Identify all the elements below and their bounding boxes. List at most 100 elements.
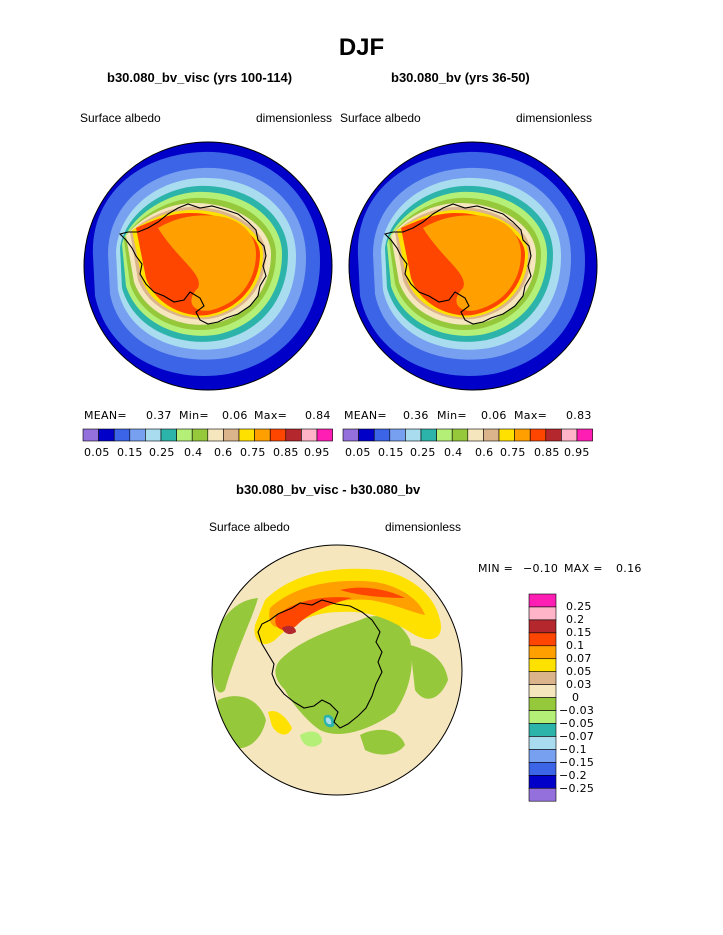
right-colorbar-label: 0.25 bbox=[410, 446, 436, 459]
right-units-label: dimensionless bbox=[516, 111, 593, 125]
difference-variable-label: Surface albedo bbox=[209, 520, 290, 534]
difference-title: b30.080_bv_visc - b30.080_bv bbox=[236, 482, 421, 497]
right-colorbar-label: 0.4 bbox=[444, 446, 463, 459]
colorbar-swatch bbox=[176, 428, 193, 442]
difference-legend-swatch bbox=[528, 710, 557, 724]
right-map-border bbox=[348, 141, 598, 391]
difference-legend-swatch bbox=[528, 787, 557, 802]
right-colorbar bbox=[342, 428, 593, 442]
right-colorbar-label: 0.05 bbox=[345, 446, 371, 459]
colorbar-swatch bbox=[207, 428, 224, 442]
colorbar-swatch bbox=[129, 428, 146, 442]
season-title: DJF bbox=[338, 34, 385, 61]
left-colorbar-label: 0.85 bbox=[273, 446, 299, 459]
colorbar-swatch bbox=[82, 428, 99, 442]
difference-legend-swatch bbox=[528, 684, 557, 698]
colorbar-swatch bbox=[358, 428, 375, 442]
colorbar-swatch bbox=[113, 428, 131, 442]
right-colorbar-label: 0.75 bbox=[500, 446, 526, 459]
colorbar-swatch bbox=[301, 428, 318, 442]
colorbar-swatch bbox=[498, 428, 515, 442]
colorbar-swatch bbox=[342, 428, 359, 442]
difference-legend-swatch bbox=[528, 671, 557, 685]
right-min-label: Min= bbox=[437, 409, 467, 422]
difference-legend-swatch bbox=[528, 749, 557, 763]
difference-min-label: MIN = bbox=[478, 562, 514, 575]
colorbar-swatch bbox=[451, 428, 469, 442]
colorbar-swatch bbox=[269, 428, 287, 442]
left-colorbar-label: 0.15 bbox=[117, 446, 143, 459]
diff-legend-label: 0.25 bbox=[566, 600, 592, 613]
left-colorbar-label: 0.05 bbox=[84, 446, 110, 459]
diff-legend-label: 0.15 bbox=[566, 626, 592, 639]
colorbar-swatch bbox=[145, 428, 162, 442]
difference-legend-swatch bbox=[528, 645, 557, 660]
right-max-value: 0.83 bbox=[566, 409, 592, 422]
difference-map bbox=[212, 545, 462, 795]
right-min-value: 0.06 bbox=[481, 409, 507, 422]
colorbar-swatch bbox=[561, 428, 578, 442]
left-min-label: Min= bbox=[179, 409, 209, 422]
difference-legend-swatch bbox=[528, 774, 557, 789]
difference-legend-swatch bbox=[528, 697, 557, 711]
colorbar-swatch bbox=[316, 428, 333, 442]
right-colorbar-label: 0.6 bbox=[475, 446, 494, 459]
colorbar-swatch bbox=[436, 428, 453, 442]
right-variable-label: Surface albedo bbox=[340, 111, 421, 125]
left-min-value: 0.06 bbox=[222, 409, 248, 422]
colorbar-swatch bbox=[389, 428, 406, 442]
colorbar-swatch bbox=[223, 428, 240, 442]
left-colorbar-label: 0.75 bbox=[240, 446, 266, 459]
difference-legend bbox=[528, 593, 557, 802]
difference-min-value: −0.10 bbox=[523, 562, 559, 575]
right-panel-title: b30.080_bv (yrs 36-50) bbox=[391, 70, 530, 85]
right-colorbar-label: 0.95 bbox=[564, 446, 590, 459]
left-map-border bbox=[83, 141, 333, 391]
difference-max-value: 0.16 bbox=[616, 562, 642, 575]
colorbar-swatch bbox=[254, 428, 271, 442]
diff-legend-label: 0.1 bbox=[566, 639, 585, 652]
colorbar-swatch bbox=[545, 428, 562, 442]
diff-legend-label: −0.15 bbox=[559, 756, 595, 769]
colorbar-swatch bbox=[191, 428, 209, 442]
difference-map-border bbox=[211, 544, 463, 796]
colorbar-swatch bbox=[483, 428, 500, 442]
right-colorbar-label: 0.85 bbox=[534, 446, 560, 459]
diff-legend-label: 0.2 bbox=[566, 613, 585, 626]
difference-legend-swatch bbox=[528, 736, 557, 750]
left-colorbar-label: 0.95 bbox=[304, 446, 330, 459]
colorbar-swatch bbox=[405, 428, 422, 442]
right-colorbar-label: 0.15 bbox=[378, 446, 404, 459]
difference-units-label: dimensionless bbox=[385, 520, 462, 534]
right-mean-label: MEAN= bbox=[344, 409, 387, 422]
colorbar-swatch bbox=[514, 428, 531, 442]
diff-legend-label: −0.07 bbox=[559, 730, 595, 743]
diff-legend-label: −0.05 bbox=[559, 717, 595, 730]
colorbar-swatch bbox=[420, 428, 437, 442]
right-max-label: Max= bbox=[514, 409, 548, 422]
colorbar-swatch bbox=[576, 428, 593, 442]
colorbar-swatch bbox=[98, 428, 115, 442]
colorbar-swatch bbox=[285, 428, 302, 442]
left-colorbar-label: 0.4 bbox=[184, 446, 203, 459]
colorbar-swatch bbox=[467, 428, 484, 442]
difference-legend-swatch bbox=[528, 762, 557, 776]
colorbar-swatch bbox=[160, 428, 177, 442]
diff-legend-label: 0.03 bbox=[566, 678, 592, 691]
colorbar-swatch bbox=[529, 428, 547, 442]
left-variable-label: Surface albedo bbox=[80, 111, 161, 125]
diff-legend-label: −0.2 bbox=[559, 769, 587, 782]
difference-max-label: MAX = bbox=[564, 562, 603, 575]
right-albedo-map bbox=[349, 142, 597, 390]
left-panel-title: b30.080_bv_visc (yrs 100-114) bbox=[107, 70, 293, 85]
left-colorbar-label: 0.25 bbox=[149, 446, 175, 459]
difference-legend-swatch bbox=[528, 593, 557, 608]
left-units-label: dimensionless bbox=[256, 111, 333, 125]
difference-legend-swatch bbox=[528, 658, 557, 672]
colorbar-swatch bbox=[238, 428, 255, 442]
diff-legend-label: 0.05 bbox=[566, 665, 592, 678]
left-max-label: Max= bbox=[254, 409, 288, 422]
difference-legend-swatch bbox=[528, 606, 557, 621]
left-colorbar bbox=[82, 428, 333, 442]
